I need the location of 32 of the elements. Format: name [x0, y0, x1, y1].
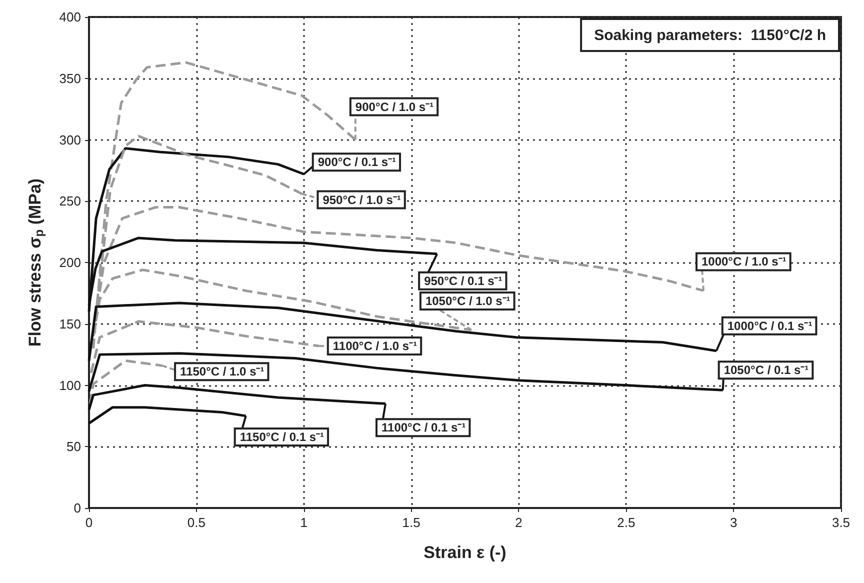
legend-label: 1150°C / 1.0 s⁻¹: [180, 364, 264, 379]
x-tick-label: 2.5: [617, 515, 636, 530]
series-label: 1100°C / 0.1 s⁻¹: [382, 420, 466, 435]
y-tick-label: 50: [66, 439, 81, 454]
y-tick-label: 0: [74, 500, 81, 516]
y-tick-label: 300: [59, 132, 81, 148]
series-label: 1000°C / 1.0 s⁻¹: [701, 254, 786, 269]
x-tick-label: 3: [730, 515, 738, 530]
series-label: 1050°C / 0.1 s⁻¹: [724, 363, 809, 378]
legend-label: 900°C / 0.1 s⁻¹: [318, 155, 396, 170]
y-axis-title: Flow stress σp (MPa): [26, 178, 46, 347]
y-tick-label: 200: [59, 255, 81, 270]
series-label: 1050°C / 1.0 s⁻¹: [425, 294, 510, 308]
series-label: 900°C / 1.0 s⁻¹: [355, 100, 434, 114]
y-tick-label: 250: [59, 194, 81, 209]
x-axis-title: Strain ε (-): [424, 543, 506, 562]
series-label: 1150°C / 0.1 s⁻¹: [240, 430, 324, 444]
x-tick-label: 0: [85, 515, 93, 530]
legend-label: 1100°C / 1.0 s⁻¹: [332, 338, 418, 353]
y-tick-label: 350: [59, 70, 81, 86]
series-label: 1000°C / 0.1 s⁻¹: [727, 318, 812, 333]
annotation: Soaking parameters: 1150°C/2 h: [594, 27, 826, 44]
x-tick-label: 1: [300, 515, 308, 530]
y-tick-label: 100: [59, 378, 81, 393]
x-tick-label: 3.5: [832, 515, 850, 530]
y-tick-label: 150: [59, 316, 81, 332]
y-tick-label: 400: [59, 10, 81, 24]
legend-label: 950°C / 1.0 s⁻¹: [322, 192, 401, 207]
series-label: 950°C / 0.1 s⁻¹: [424, 274, 502, 288]
x-tick-label: 0.5: [187, 515, 206, 530]
x-tick-label: 2: [515, 515, 522, 530]
x-tick-label: 1.5: [402, 515, 420, 530]
